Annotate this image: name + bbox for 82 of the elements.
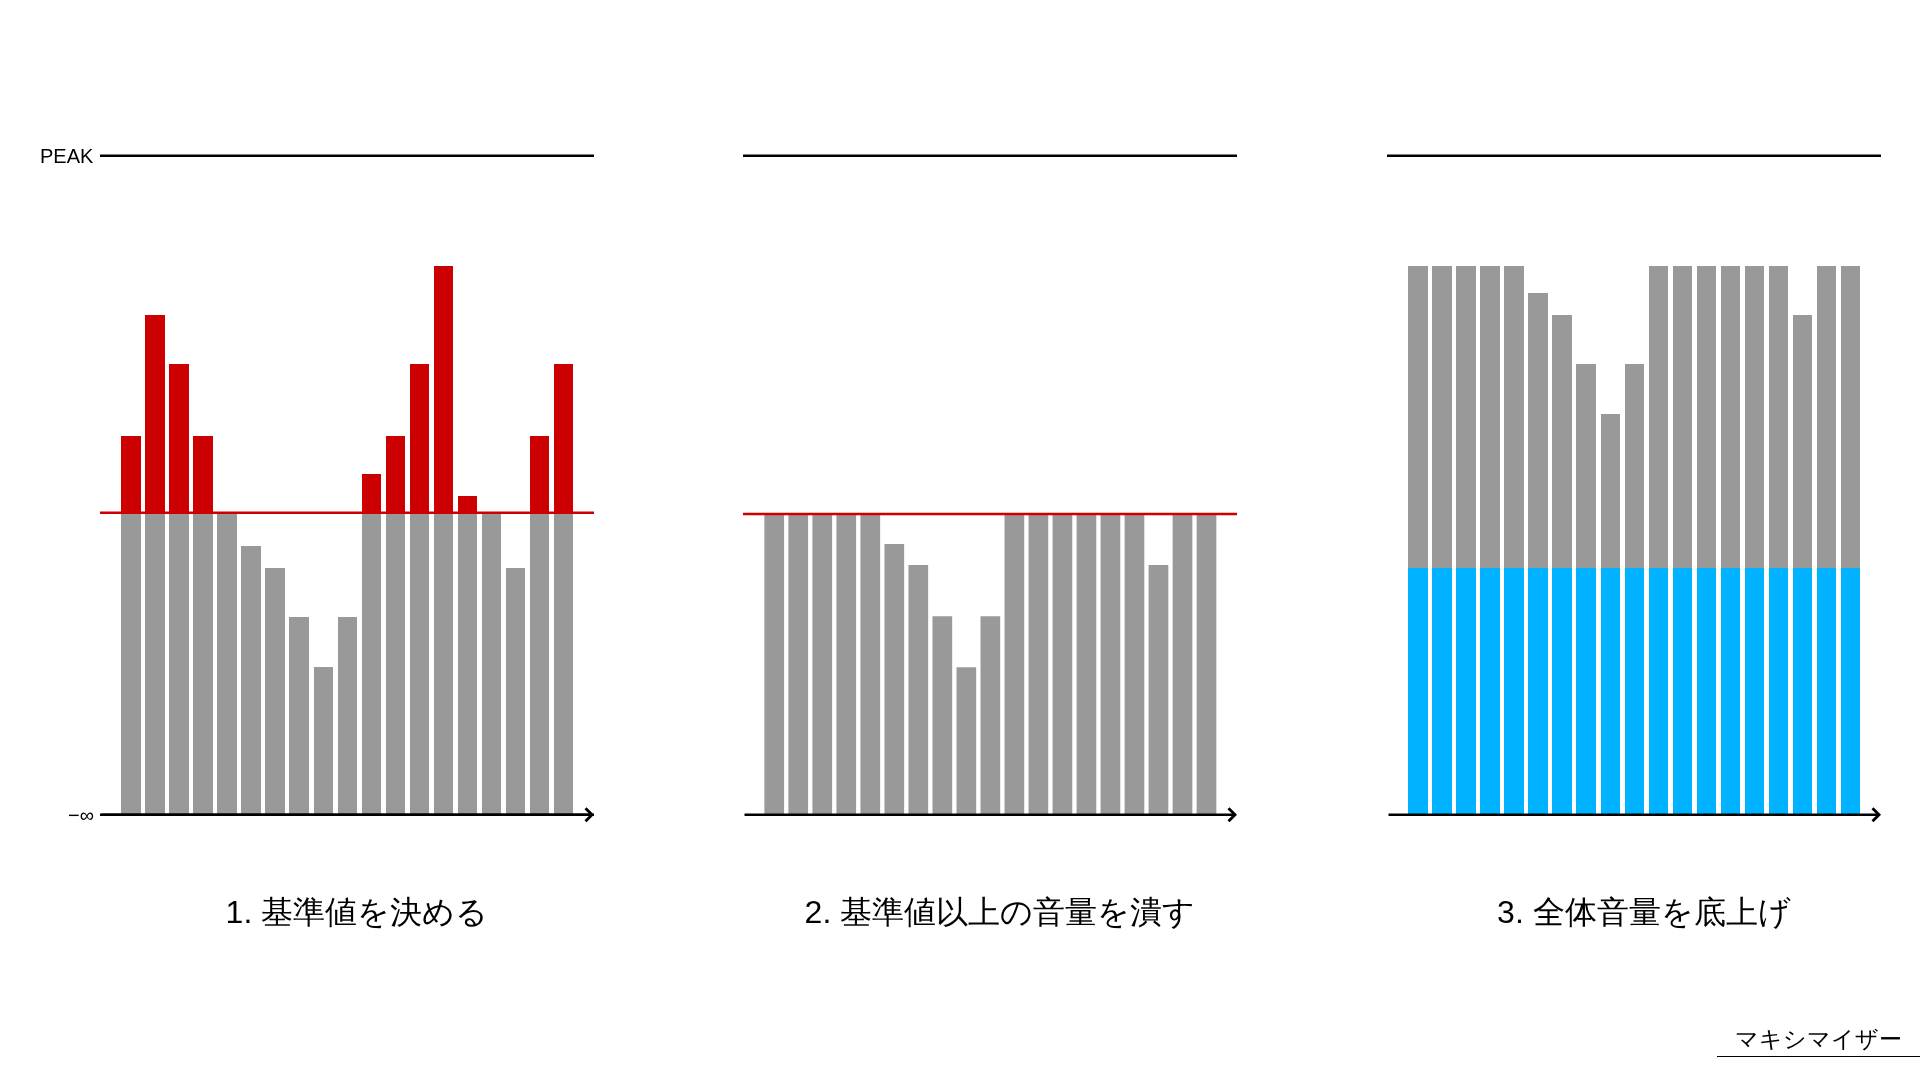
bar bbox=[1149, 565, 1169, 815]
bar bbox=[1744, 265, 1765, 568]
bar bbox=[1720, 265, 1741, 568]
bar bbox=[1552, 567, 1572, 815]
bar bbox=[1672, 265, 1693, 568]
bar bbox=[1100, 513, 1121, 815]
bar bbox=[1792, 567, 1813, 815]
bar bbox=[553, 512, 574, 815]
bar bbox=[409, 512, 430, 815]
bar bbox=[1173, 513, 1193, 815]
bar bbox=[1816, 265, 1837, 568]
bar bbox=[1076, 513, 1097, 815]
bar bbox=[1408, 265, 1428, 568]
bar bbox=[169, 512, 190, 815]
bar bbox=[1696, 567, 1717, 815]
bar bbox=[457, 512, 478, 815]
bar bbox=[385, 512, 406, 815]
bar bbox=[145, 512, 166, 815]
bar bbox=[1648, 567, 1669, 815]
bar bbox=[1624, 364, 1645, 568]
bar bbox=[1576, 567, 1596, 815]
bar bbox=[1816, 567, 1837, 815]
bar bbox=[1672, 567, 1693, 815]
bar bbox=[481, 512, 502, 815]
ref-line-label: −∞ bbox=[68, 804, 94, 826]
bar bbox=[1744, 567, 1765, 815]
bar bbox=[121, 512, 142, 815]
bar bbox=[313, 666, 334, 815]
bar bbox=[337, 617, 358, 815]
bar bbox=[956, 667, 977, 815]
bar bbox=[884, 543, 905, 815]
bar bbox=[1696, 265, 1717, 568]
bar bbox=[1768, 265, 1789, 568]
bar bbox=[1552, 315, 1572, 568]
bar bbox=[1624, 567, 1645, 815]
bar bbox=[505, 567, 526, 815]
text: 2. 基準値以上の音量を潰す bbox=[804, 894, 1196, 931]
ref-line-label: PEAK bbox=[40, 145, 95, 167]
bar bbox=[1028, 513, 1049, 815]
bar bbox=[1004, 513, 1025, 815]
bar bbox=[1792, 315, 1813, 568]
bar bbox=[193, 512, 214, 815]
bar bbox=[980, 616, 1001, 815]
bar bbox=[1528, 293, 1548, 568]
bar bbox=[241, 545, 262, 815]
bar bbox=[1432, 265, 1452, 568]
bar bbox=[1456, 265, 1476, 568]
bar bbox=[1456, 567, 1476, 815]
text: マキシマイザー bbox=[1716, 1024, 1920, 1057]
bar bbox=[1480, 567, 1500, 815]
bar bbox=[1720, 567, 1741, 815]
bar bbox=[1052, 513, 1073, 815]
text: 1. 基準値を決める bbox=[225, 894, 489, 931]
bar bbox=[1408, 567, 1428, 815]
text: 3. 全体音量を底上げ bbox=[1496, 894, 1791, 931]
bar bbox=[1432, 567, 1452, 815]
bar bbox=[1504, 567, 1524, 815]
bar bbox=[1840, 567, 1861, 815]
bar bbox=[1504, 265, 1524, 568]
bar bbox=[217, 512, 238, 815]
bar bbox=[1480, 265, 1500, 568]
bar bbox=[1600, 567, 1620, 815]
bar bbox=[361, 512, 382, 815]
bar bbox=[836, 513, 857, 815]
bar bbox=[1528, 567, 1548, 815]
bar bbox=[1648, 265, 1669, 568]
bar bbox=[812, 513, 833, 815]
bar bbox=[433, 512, 454, 815]
bar bbox=[1600, 413, 1620, 568]
bar bbox=[1840, 265, 1861, 568]
bar bbox=[860, 513, 881, 815]
bar bbox=[265, 567, 286, 815]
bar bbox=[1125, 513, 1145, 815]
bar bbox=[788, 513, 809, 815]
bar bbox=[289, 617, 310, 815]
bar bbox=[1768, 567, 1789, 815]
bar bbox=[764, 513, 785, 815]
bar bbox=[1197, 513, 1217, 815]
bar bbox=[908, 565, 929, 815]
bar bbox=[1576, 364, 1596, 568]
bar bbox=[932, 616, 953, 815]
bar bbox=[529, 512, 550, 815]
